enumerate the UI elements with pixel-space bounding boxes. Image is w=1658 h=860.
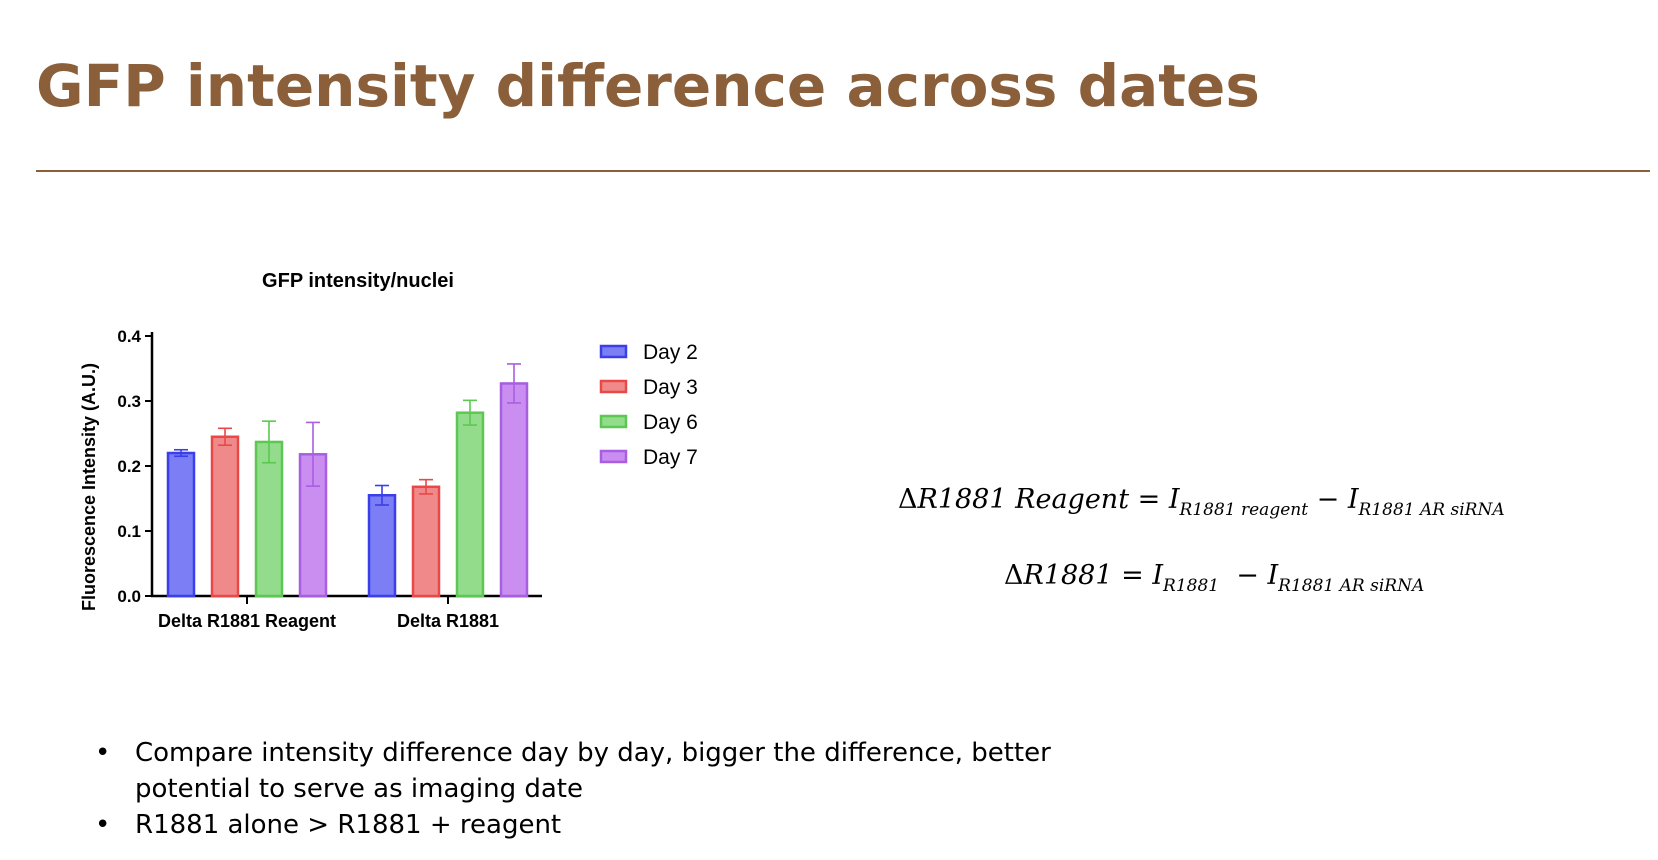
plot-area: 0.0 0.1 0.2 0.3 0.4 Delta R1881 Reagent Delta … <box>117 327 542 631</box>
minus-sign: − <box>1236 560 1259 591</box>
bar <box>210 435 240 598</box>
title-divider <box>36 170 1650 172</box>
bullet-text: Compare intensity difference day by day,… <box>135 738 1051 804</box>
y-tick-label: 0.2 <box>117 457 141 476</box>
formula-lhs-word: Reagent <box>1015 484 1130 515</box>
minus-sign: − <box>1316 484 1340 515</box>
chart-title: GFP intensity/nuclei <box>262 270 454 292</box>
y-tick-label: 0.3 <box>117 392 141 411</box>
bar <box>455 411 485 598</box>
bullet-text: R1881 alone > R1881 + reagent <box>135 810 562 840</box>
y-tick-label: 0.1 <box>117 522 141 541</box>
bullet-dot: • <box>95 810 111 840</box>
bar <box>367 494 397 598</box>
subscript-r1881-ar-sirna: R1881 AR siRNA <box>1358 500 1505 520</box>
y-tick-label: 0.0 <box>117 587 141 606</box>
legend-label: Day 3 <box>643 376 698 399</box>
legend-swatch <box>599 449 628 464</box>
intensity-symbol: I <box>1267 560 1279 591</box>
formula-delta-r1881: ΔR1881 = IR1881 − IR1881 AR siRNA <box>1004 560 1424 595</box>
bar <box>298 453 328 598</box>
bar <box>254 440 284 598</box>
bullet-dot: • <box>95 738 111 768</box>
equals-sign: = <box>1137 484 1161 515</box>
legend-swatch <box>599 414 628 429</box>
bar <box>499 382 529 598</box>
delta-symbol: Δ <box>1004 560 1024 591</box>
intensity-symbol: I <box>1347 484 1359 515</box>
legend-label: Day 7 <box>643 446 698 469</box>
subscript-r1881-reagent: R1881 reagent <box>1179 500 1309 520</box>
formula-lhs-name: R1881 <box>1023 560 1113 591</box>
intensity-symbol: I <box>1168 484 1180 515</box>
bullet-list: • Compare intensity difference day by da… <box>95 735 1055 843</box>
y-axis-label: Fluorescence Intensity (A.U.) <box>79 363 99 611</box>
bullet-item: • Compare intensity difference day by da… <box>95 735 1055 807</box>
slide-title: GFP intensity difference across dates <box>36 52 1260 120</box>
subscript-r1881: R1881 <box>1163 576 1220 596</box>
legend-label: Day 2 <box>643 341 698 364</box>
equals-sign: = <box>1121 560 1144 591</box>
formula-lhs-name: R1881 <box>917 484 1007 515</box>
legend-swatch <box>599 344 628 359</box>
x-tick-label: Delta R1881 <box>397 611 499 631</box>
bar <box>411 485 441 598</box>
legend: Day 2 Day 3 Day 6 Day 7 <box>599 341 698 469</box>
gfp-bar-chart: GFP intensity/nuclei Fluorescence Intens… <box>79 270 698 631</box>
intensity-symbol: I <box>1152 560 1164 591</box>
y-tick-label: 0.4 <box>117 327 141 346</box>
subscript-r1881-ar-sirna: R1881 AR siRNA <box>1278 576 1425 596</box>
legend-label: Day 6 <box>643 411 698 434</box>
legend-swatch <box>599 379 628 394</box>
bullet-item: • R1881 alone > R1881 + reagent <box>95 807 1055 843</box>
delta-symbol: Δ <box>898 484 918 515</box>
formula-delta-r1881-reagent: ΔR1881 Reagent = IR1881 reagent − IR1881… <box>898 484 1505 519</box>
x-tick-label: Delta R1881 Reagent <box>158 611 336 631</box>
bar <box>166 451 196 598</box>
